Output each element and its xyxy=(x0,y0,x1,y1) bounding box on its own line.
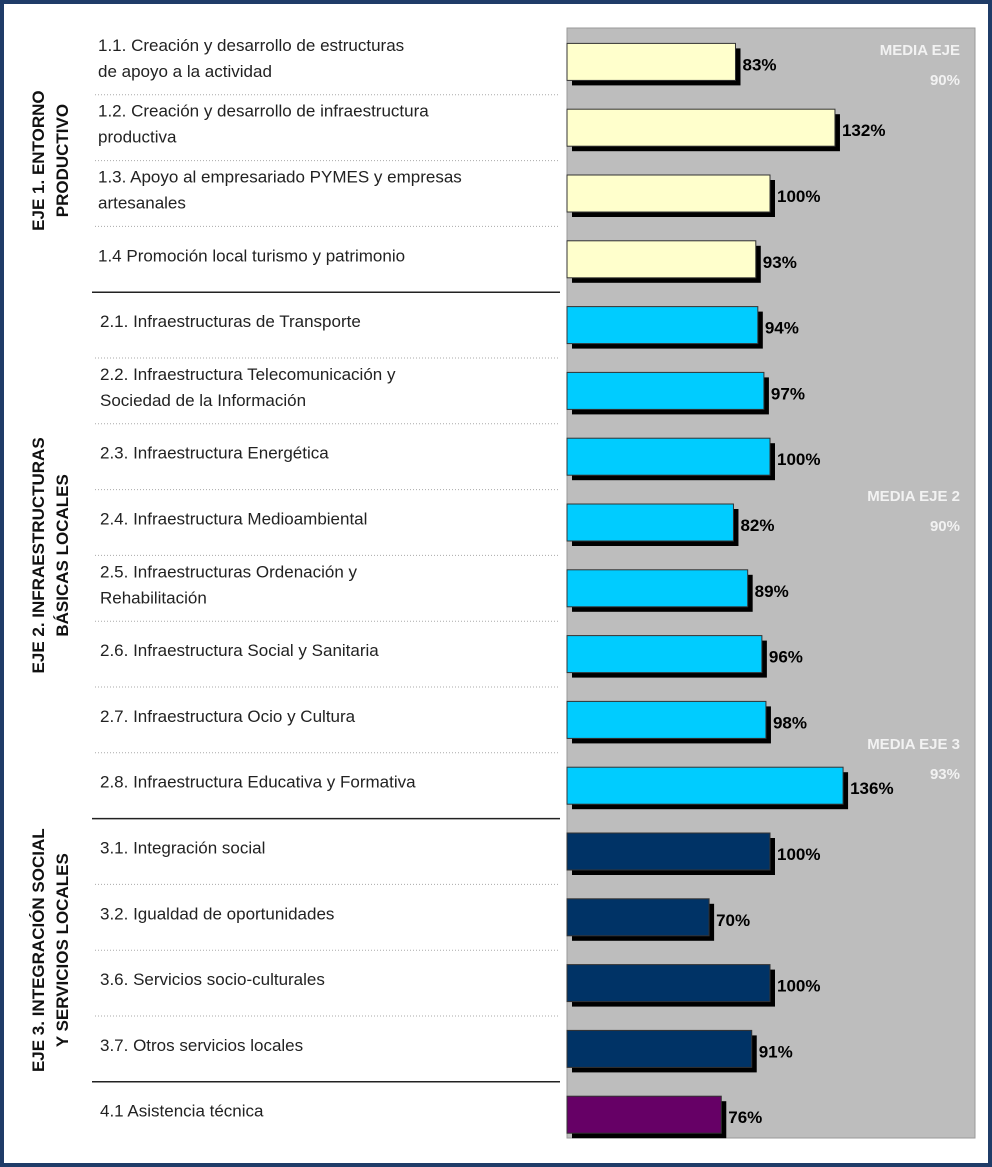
group-label: EJE 1. ENTORNO PRODUCTIVO xyxy=(29,90,72,230)
value-label: 132% xyxy=(842,121,885,140)
bar xyxy=(566,42,736,81)
bar xyxy=(566,1095,722,1134)
category-label: 3.6. Servicios socio-culturales xyxy=(100,971,325,990)
bar xyxy=(566,832,771,871)
value-label: 100% xyxy=(777,977,820,996)
bar xyxy=(566,306,759,345)
value-label: 93% xyxy=(763,253,797,272)
bar xyxy=(566,569,749,608)
bar xyxy=(566,700,767,739)
bar xyxy=(566,964,771,1003)
category-label: 2.6. Infraestructura Social y Sanitaria xyxy=(100,642,379,661)
bar xyxy=(566,766,844,805)
value-label: 70% xyxy=(716,911,750,930)
value-label: 76% xyxy=(728,1108,762,1127)
category-label: 2.4. Infraestructura Medioambiental xyxy=(100,510,367,529)
annotation: MEDIA EJE 3 93% xyxy=(867,736,960,783)
category-label: 2.5. Infraestructuras Ordenación y Rehabi… xyxy=(100,563,358,608)
category-label: 2.1. Infraestructuras de Transporte xyxy=(100,313,361,332)
value-label: 136% xyxy=(850,779,893,798)
value-label: 89% xyxy=(755,582,789,601)
value-label: 94% xyxy=(765,319,799,338)
value-label: 82% xyxy=(740,516,774,535)
annotation: MEDIA EJE 2 90% xyxy=(867,488,960,535)
bar xyxy=(566,174,771,213)
category-label: 1.3. Apoyo al empresariado PYMES y empre… xyxy=(98,168,462,213)
value-label: 96% xyxy=(769,648,803,667)
bar xyxy=(566,108,836,147)
category-label: 2.8. Infraestructura Educativa y Formati… xyxy=(100,773,416,792)
bar xyxy=(566,635,763,674)
value-label: 83% xyxy=(742,55,776,74)
annotation: MEDIA EJE 90% xyxy=(880,42,960,89)
category-label: 3.1. Integración social xyxy=(100,839,265,858)
bar xyxy=(566,1029,753,1068)
category-label: 1.2. Creación y desarrollo de infraestru… xyxy=(98,102,429,147)
category-label: 1.4 Promoción local turismo y patrimonio xyxy=(98,247,405,266)
bar xyxy=(566,371,765,410)
value-label: 97% xyxy=(771,384,805,403)
category-label: 4.1 Asistencia técnica xyxy=(100,1102,264,1121)
category-label: 3.7. Otros servicios locales xyxy=(100,1036,303,1055)
bar xyxy=(566,503,734,542)
bar xyxy=(566,898,710,937)
category-label: 3.2. Igualdad de oportunidades xyxy=(100,905,334,924)
group-label: EJE 3. INTEGRACIÓN SOCIAL Y SERVICIOS LOC… xyxy=(29,828,72,1072)
value-label: 100% xyxy=(777,845,820,864)
group-label: EJE 2. INFRAESTRUCTURAS BÁSICAS LOCALES xyxy=(29,437,72,673)
value-label: 91% xyxy=(759,1042,793,1061)
bar xyxy=(566,240,757,279)
bar xyxy=(566,437,771,476)
value-label: 100% xyxy=(777,450,820,469)
value-label: 98% xyxy=(773,713,807,732)
category-label: 1.1. Creación y desarrollo de estructura… xyxy=(98,36,404,81)
value-label: 100% xyxy=(777,187,820,206)
category-label: 2.7. Infraestructura Ocio y Cultura xyxy=(100,707,356,726)
category-label: 2.3. Infraestructura Energética xyxy=(100,444,329,463)
